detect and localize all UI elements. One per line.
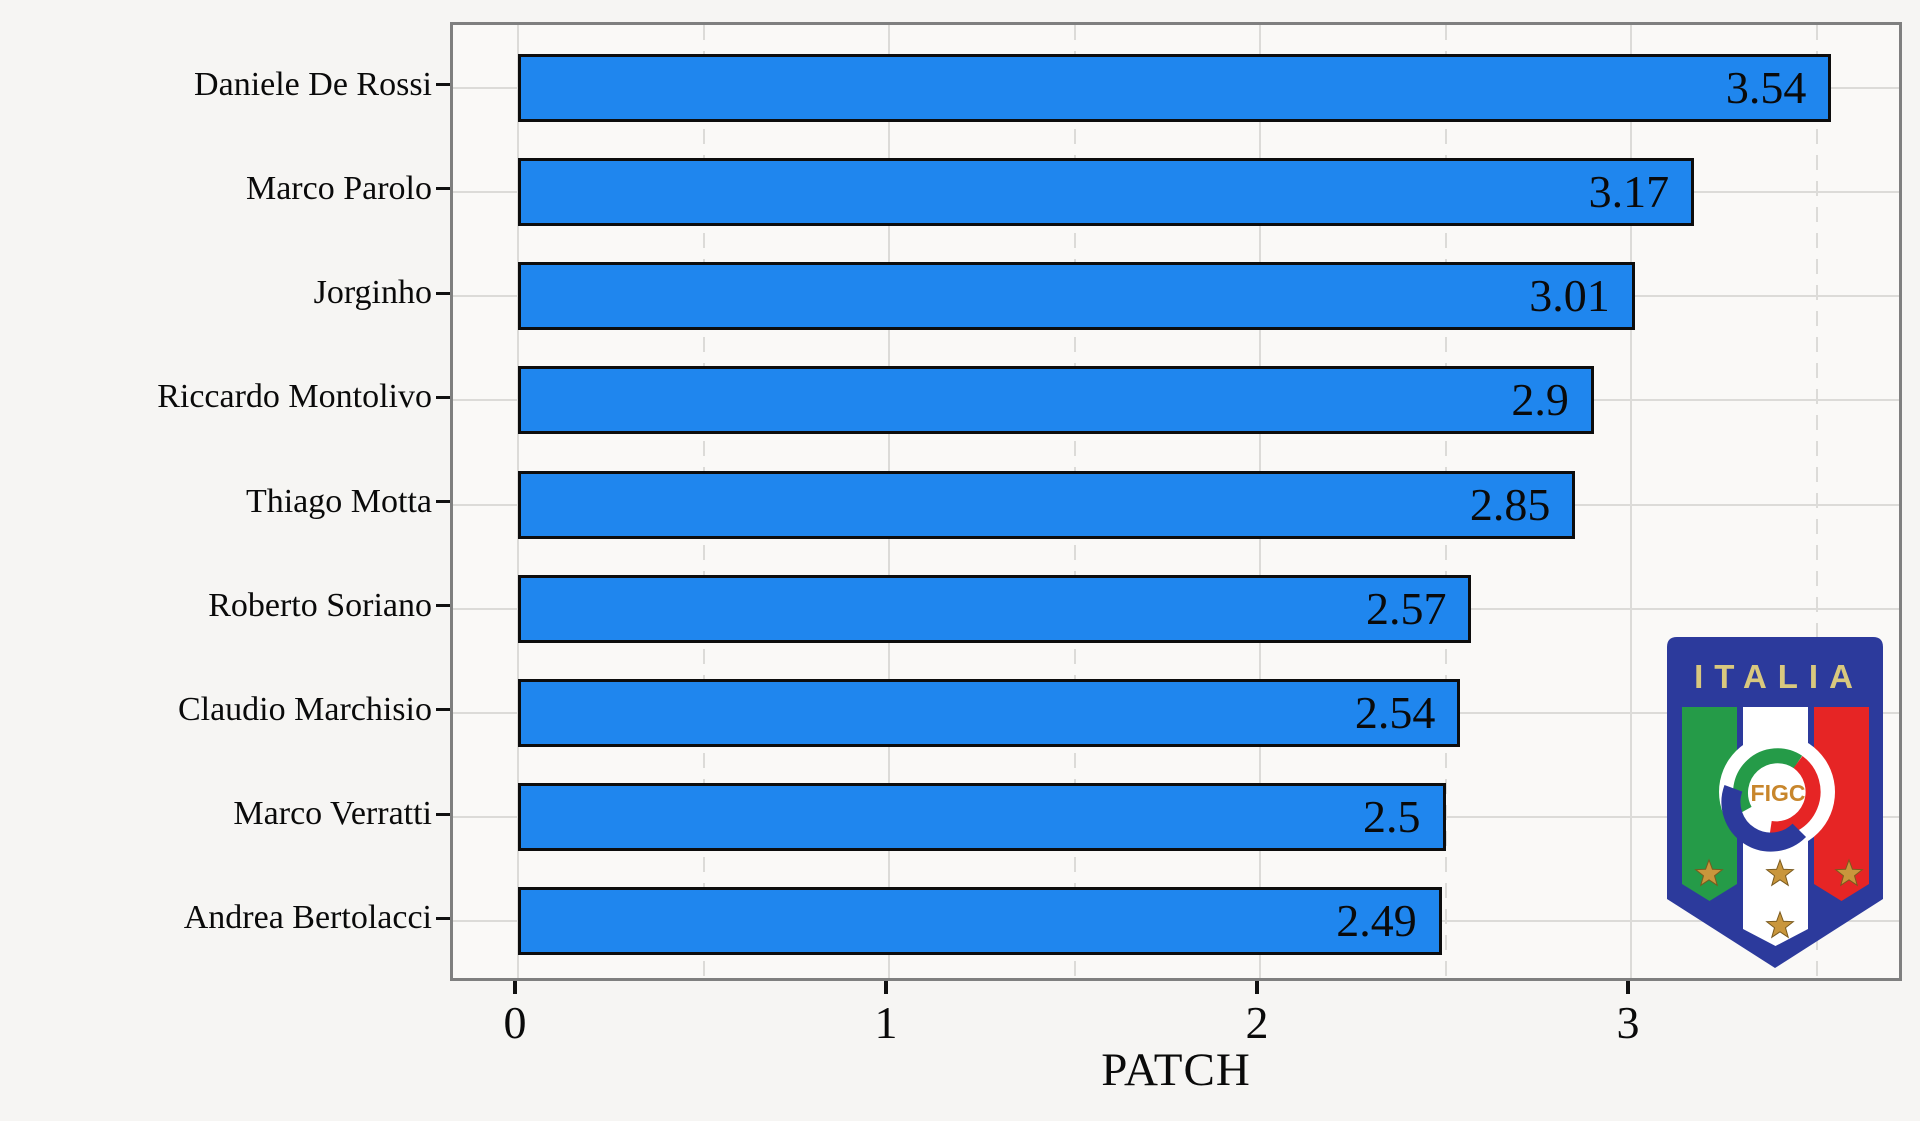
y-axis-label: Andrea Bertolacci bbox=[183, 899, 432, 937]
bar: 3.01 bbox=[518, 262, 1635, 331]
y-axis-tick bbox=[436, 500, 450, 503]
stripe-green bbox=[1682, 707, 1737, 901]
x-axis-tick bbox=[1626, 981, 1630, 994]
y-axis-tick bbox=[436, 604, 450, 608]
bar-value-label: 3.54 bbox=[1725, 61, 1807, 113]
x-tick-label: 2 bbox=[1245, 997, 1269, 1048]
bar-value-label: 2.5 bbox=[1363, 791, 1421, 843]
y-axis-label: Thiago Motta bbox=[245, 482, 432, 520]
bar: 2.49 bbox=[518, 887, 1442, 956]
bar-value-label: 2.54 bbox=[1354, 686, 1436, 738]
y-axis-label: Marco Parolo bbox=[245, 169, 432, 207]
x-axis-tick bbox=[513, 981, 517, 994]
y-axis-tick bbox=[436, 708, 450, 712]
v-gridline-minor bbox=[1815, 25, 1818, 978]
bar-value-label: 2.57 bbox=[1365, 582, 1447, 634]
logo-italia-text: ITALIA bbox=[1694, 658, 1864, 695]
bar-value-label: 3.01 bbox=[1529, 270, 1610, 322]
bar: 3.54 bbox=[518, 53, 1832, 122]
bar: 2.57 bbox=[518, 574, 1472, 643]
y-axis-label: Marco Verratti bbox=[233, 795, 432, 833]
bar: 2.85 bbox=[518, 470, 1576, 539]
y-axis-tick bbox=[436, 916, 450, 920]
stripe-red bbox=[1814, 707, 1869, 901]
v-gridline-major bbox=[1630, 25, 1632, 978]
bar: 2.54 bbox=[518, 678, 1461, 747]
x-tick-label: 0 bbox=[503, 997, 527, 1048]
bar-value-label: 3.17 bbox=[1588, 165, 1670, 217]
x-axis-tick bbox=[884, 981, 888, 994]
logo-figc-text: FIGC bbox=[1751, 780, 1806, 806]
x-tick-label: 3 bbox=[1616, 997, 1640, 1048]
y-axis-label: Roberto Soriano bbox=[208, 586, 432, 624]
y-axis-tick bbox=[436, 187, 450, 191]
y-axis-tick bbox=[436, 83, 450, 87]
bar: 2.9 bbox=[518, 366, 1594, 435]
y-axis-tick bbox=[436, 291, 450, 295]
y-axis-tick bbox=[436, 395, 450, 399]
bar-value-label: 2.49 bbox=[1336, 895, 1417, 947]
y-axis-label: Claudio Marchisio bbox=[177, 690, 432, 728]
plot-panel: 3.54 3.17 3.01 2.9 2.85 2.57 2.54 2.5 2.49 bbox=[450, 22, 1902, 981]
y-axis-label: Jorginho bbox=[313, 274, 432, 312]
bar-value-label: 2.9 bbox=[1511, 374, 1569, 426]
bar: 3.17 bbox=[518, 157, 1695, 226]
x-axis-tick bbox=[1255, 981, 1259, 994]
y-axis-label: Riccardo Montolivo bbox=[157, 378, 432, 416]
figc-italia-logo: ITALIA FIGC bbox=[1667, 637, 1883, 968]
x-tick-label: 1 bbox=[874, 997, 898, 1048]
bar: 2.5 bbox=[518, 783, 1446, 852]
swirl-ball: FIGC bbox=[1719, 734, 1835, 852]
bar-value-label: 2.85 bbox=[1469, 478, 1551, 530]
y-axis-tick bbox=[436, 812, 450, 816]
x-axis-title: PATCH bbox=[1101, 1044, 1251, 1096]
y-axis-label: Daniele De Rossi bbox=[194, 65, 432, 103]
